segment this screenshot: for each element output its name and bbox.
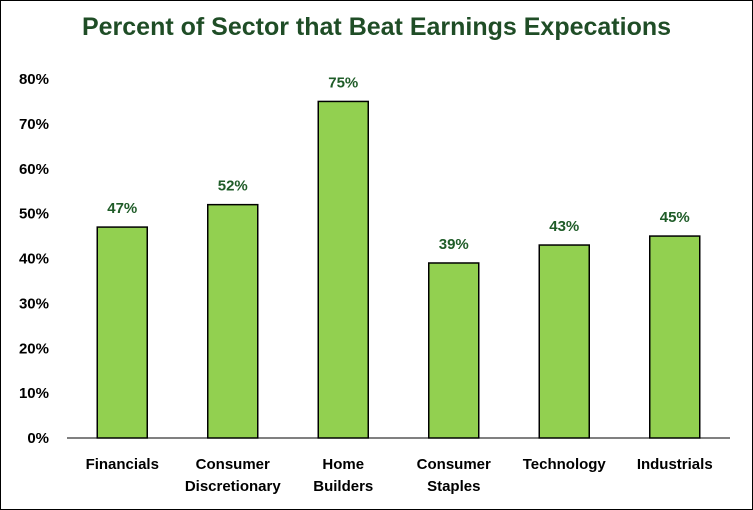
y-tick-label: 10% (19, 385, 49, 402)
x-tick-label: Consumer (417, 456, 491, 473)
y-tick-label: 0% (27, 430, 49, 447)
y-tick-label: 50% (19, 206, 49, 223)
y-tick-label: 80% (19, 71, 49, 88)
y-tick-label: 20% (19, 340, 49, 357)
data-label: 52% (218, 178, 248, 195)
x-tick-label: Consumer (196, 456, 270, 473)
y-tick-label: 30% (19, 295, 49, 312)
chart-title: Percent of Sector that Beat Earnings Exp… (81, 13, 672, 41)
x-tick-label: Technology (523, 456, 607, 473)
x-tick-label: Home (322, 456, 364, 473)
bar (428, 262, 480, 439)
y-tick-label: 70% (19, 116, 49, 133)
bar (538, 244, 590, 439)
x-tick-label: Builders (313, 478, 373, 495)
bar (649, 235, 701, 439)
data-label: 45% (660, 209, 690, 226)
y-axis: 0% 10% 20% 30% 40% 50% 60% 70% 80% (19, 71, 49, 447)
bar (207, 203, 259, 439)
x-tick-label: Discretionary (185, 478, 282, 495)
x-tick-label: Staples (427, 478, 480, 495)
x-axis: Financials Consumer Discretionary Home Build… (86, 456, 713, 495)
y-tick-label: 60% (19, 161, 49, 178)
x-tick-label: Financials (86, 456, 159, 473)
data-label: 47% (107, 200, 137, 217)
data-label: 39% (439, 236, 469, 253)
x-tick-label: Industrials (637, 456, 713, 473)
bar-series: 47% 52% 75% 39% 43% 45% (96, 74, 701, 439)
bar (317, 100, 369, 439)
data-label: 43% (549, 218, 579, 235)
y-tick-label: 40% (19, 251, 49, 268)
data-label: 75% (328, 74, 358, 91)
bar (96, 226, 148, 439)
